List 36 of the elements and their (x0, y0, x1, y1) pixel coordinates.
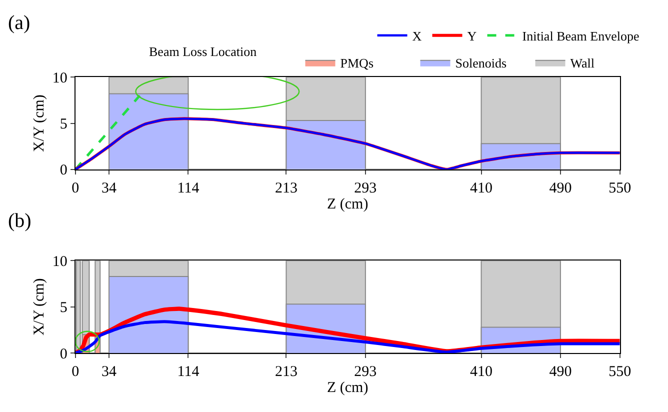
legend-label: Solenoids (455, 55, 507, 70)
x-tick-label: 293 (354, 180, 377, 196)
x-tick-label: 410 (470, 180, 492, 196)
y-axis-title: X/Y (cm) (32, 94, 48, 152)
legend-label: Initial Beam Envelope (522, 28, 640, 44)
x-tick-label: 293 (354, 364, 377, 380)
chart-title: (a) (8, 12, 30, 34)
x-tick-label: 550 (608, 364, 632, 380)
y-tick-label: 10 (52, 254, 68, 270)
y-axis-title: X/Y (cm) (32, 278, 48, 336)
x-tick-label: 490 (549, 364, 572, 380)
y-tick-label: 5 (60, 300, 68, 316)
x-tick-label: 410 (470, 364, 492, 380)
y-tick-label: 0 (60, 162, 68, 179)
line-series (75, 320, 620, 354)
x-tick-label: 550 (608, 180, 632, 196)
x-tick-label: 114 (177, 180, 200, 196)
x-tick-label: 213 (274, 180, 298, 196)
x-axis-title: Z (cm) (326, 380, 368, 396)
x-axis-title: Z (cm) (326, 196, 368, 212)
y-tick-label: 10 (52, 70, 68, 86)
text: Beam Loss Location (149, 44, 258, 59)
x-tick-label: 213 (274, 364, 298, 380)
legend-label: Wall (570, 55, 595, 70)
y-tick-label: 0 (60, 346, 68, 362)
x-tick-label: 34 (102, 364, 118, 380)
legend-label: PMQs (340, 55, 374, 70)
chart-title: (b) (8, 210, 32, 232)
x-tick-label: 34 (102, 180, 118, 196)
legend-label: X (412, 28, 422, 44)
x-tick-label: 490 (549, 180, 572, 196)
x-tick-label: 0 (72, 180, 80, 196)
x-tick-label: 114 (177, 364, 200, 380)
y-tick-label: 5 (60, 116, 68, 133)
legend-label: Y (467, 28, 478, 44)
x-tick-label: 0 (72, 364, 80, 380)
